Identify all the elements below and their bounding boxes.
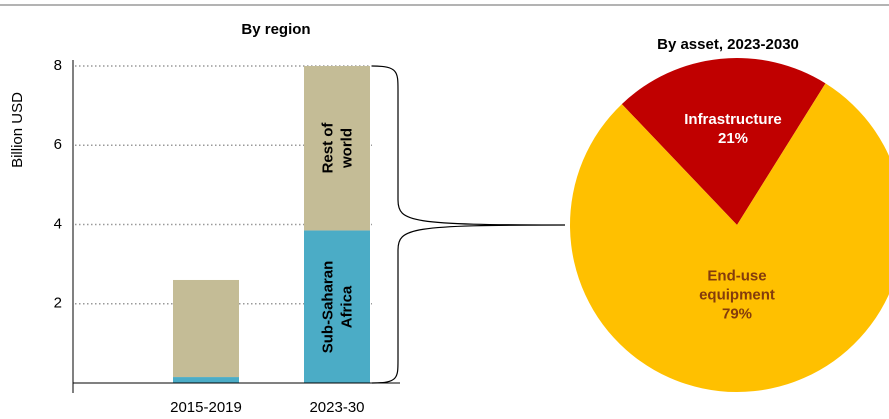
pie-value-label: 79% (721, 305, 753, 323)
pie-value-label: 21% (717, 130, 749, 147)
pie-category: Infrastructure (684, 111, 782, 128)
y-axis-label: Billion USD (9, 92, 26, 168)
pie-slice (570, 83, 889, 392)
segment-label: Sub-Saharan Africa (319, 260, 355, 353)
brace (371, 65, 566, 384)
pie-label: End-use equipment 79% (682, 267, 792, 324)
y-tick-label: 6 (54, 136, 62, 153)
bar-title: By region (241, 21, 310, 38)
x-tick-label: 2023-30 (309, 399, 364, 416)
pie-category: End-use equipment (699, 267, 775, 304)
pie-label: Infrastructure 21% (658, 110, 808, 148)
segment-label: Rest of world (319, 122, 355, 174)
pie-slice (621, 57, 826, 226)
y-tick-label: 4 (54, 215, 62, 232)
pie-title: By asset, 2023-2030 (657, 36, 799, 53)
y-tick-label: 2 (54, 295, 62, 312)
bar-segment (304, 230, 370, 383)
bar-segment (173, 279, 239, 378)
bar-segment (173, 377, 239, 383)
bar-segment (304, 66, 370, 231)
y-tick-label: 8 (54, 57, 62, 74)
x-tick-label: 2015-2019 (170, 399, 242, 416)
